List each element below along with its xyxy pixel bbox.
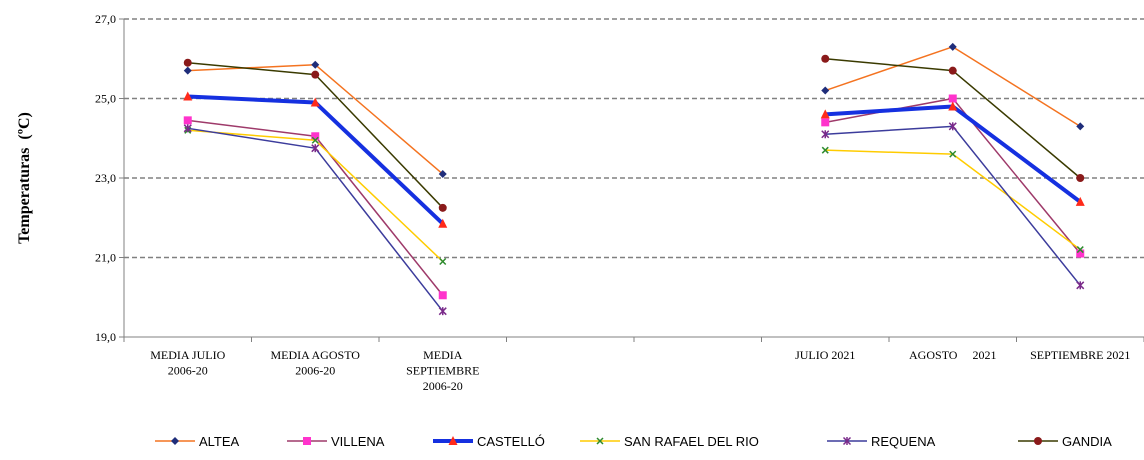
- y-axis-label: Temperaturas (ºC): [16, 112, 33, 244]
- data-point-requena: [311, 144, 320, 153]
- y-tick-label: 27,0: [95, 12, 116, 26]
- data-point-altea: [311, 60, 320, 69]
- data-point-castello: [948, 101, 958, 111]
- data-point-altea: [1076, 122, 1085, 131]
- x-tick-label: MEDIA JULIO: [150, 348, 225, 362]
- legend-marker: [1034, 437, 1042, 445]
- data-point-villena: [183, 116, 192, 125]
- data-point-castello: [183, 91, 193, 101]
- data-point-gandia: [821, 54, 830, 63]
- data-point-gandia: [438, 203, 447, 212]
- series-line-villena: [825, 97, 1081, 255]
- x-tick-label: SEPTIEMBRE 2021: [1030, 348, 1130, 362]
- data-point-requena: [438, 307, 447, 316]
- data-point-altea: [821, 86, 830, 95]
- x-tick-label: SEPTIEMBRE: [406, 364, 479, 378]
- series-line-gandia: [825, 58, 1081, 179]
- legend-label: ALTEA: [199, 434, 240, 449]
- data-point-gandia: [183, 58, 192, 67]
- data-point-castello: [310, 97, 320, 107]
- series-line-requena: [825, 125, 1081, 286]
- data-point-villena: [948, 94, 957, 103]
- data-point-requena: [1076, 281, 1085, 290]
- data-point-castello: [820, 109, 830, 119]
- series-line-san-rafael-del-rio: [825, 149, 1081, 251]
- series-line-altea: [825, 46, 1081, 127]
- data-point-villena: [1076, 249, 1085, 258]
- legend-item-san-rafael-del-rio: SAN RAFAEL DEL RIO: [580, 434, 759, 449]
- legend-item-villena: VILLENA: [287, 434, 385, 449]
- series-line-altea: [187, 63, 444, 175]
- legend-label: REQUENA: [871, 434, 936, 449]
- y-tick-label: 23,0: [95, 171, 116, 185]
- data-point-san-rafael-del-rio: [1076, 246, 1084, 254]
- data-point-san-rafael-del-rio: [821, 146, 829, 154]
- y-tick-label: 25,0: [95, 92, 116, 106]
- data-point-requena: [821, 130, 830, 139]
- x-tick-label: 2006-20: [168, 364, 208, 378]
- legend-label: GANDIA: [1062, 434, 1112, 449]
- legend-label: VILLENA: [331, 434, 385, 449]
- y-tick-label: 21,0: [95, 251, 116, 265]
- series-line-requena: [187, 127, 444, 312]
- data-point-requena: [183, 124, 192, 133]
- data-point-altea: [183, 66, 192, 75]
- series-line-castello: [187, 94, 445, 226]
- data-point-altea: [438, 170, 447, 179]
- data-point-san-rafael-del-rio: [439, 257, 447, 266]
- legend-marker: [596, 437, 604, 445]
- legend-item-castello: CASTELLÓ: [433, 434, 545, 449]
- y-tick-label: 19,0: [95, 330, 116, 344]
- legend-marker: [842, 436, 852, 446]
- x-tick-label: AGOSTO 2021: [909, 348, 996, 362]
- legend-label: SAN RAFAEL DEL RIO: [624, 434, 759, 449]
- data-point-castello: [438, 218, 448, 228]
- data-point-villena: [821, 118, 830, 127]
- data-point-san-rafael-del-rio: [949, 150, 957, 158]
- data-point-gandia: [1076, 174, 1085, 182]
- x-tick-label: MEDIA AGOSTO: [271, 348, 361, 362]
- x-tick-label: MEDIA: [423, 348, 463, 362]
- data-point-altea: [948, 42, 957, 51]
- legend-item-altea: ALTEA: [155, 434, 240, 449]
- legend-item-gandia: GANDIA: [1018, 434, 1112, 449]
- data-point-castello: [1075, 196, 1085, 206]
- legend-marker: [448, 436, 458, 445]
- x-tick-label: 2006-20: [295, 364, 335, 378]
- x-tick-label: JULIO 2021: [795, 348, 855, 362]
- data-point-requena: [948, 122, 957, 131]
- data-point-san-rafael-del-rio: [311, 136, 319, 144]
- data-point-villena: [311, 132, 320, 141]
- data-point-gandia: [311, 70, 320, 79]
- legend-marker: [303, 437, 311, 445]
- data-point-villena: [438, 291, 447, 300]
- data-point-gandia: [948, 66, 957, 75]
- x-tick-label: 2006-20: [423, 379, 463, 393]
- legend-label: CASTELLÓ: [477, 434, 545, 449]
- legend-marker: [171, 437, 179, 445]
- legend-item-requena: REQUENA: [827, 434, 936, 449]
